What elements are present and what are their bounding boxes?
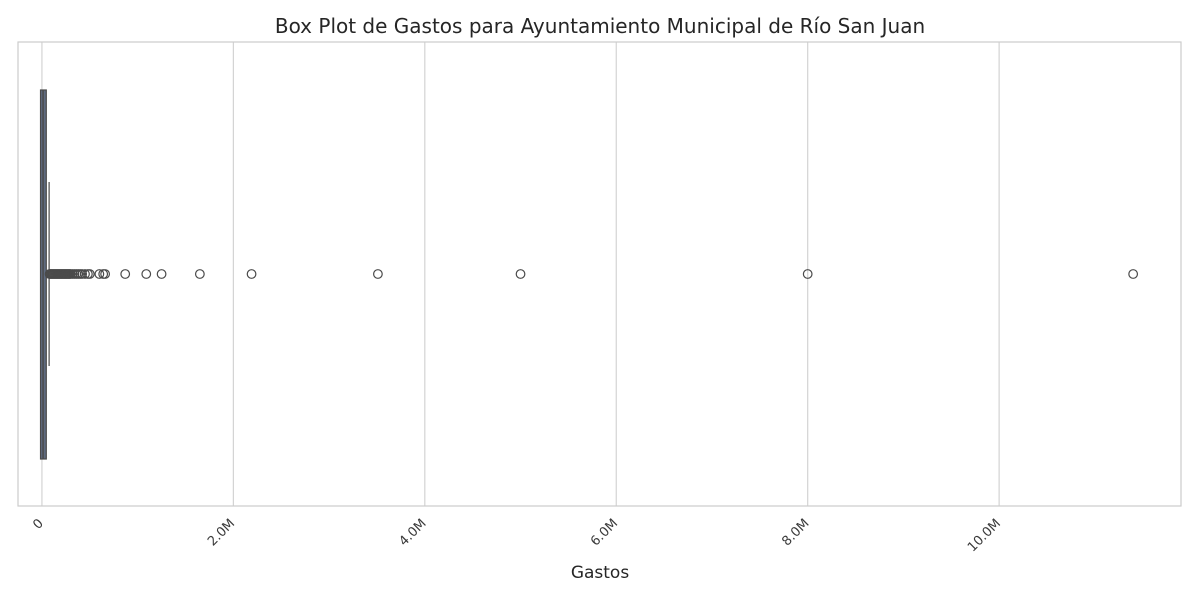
outlier-point (77, 269, 88, 279)
outlier-point (100, 269, 111, 279)
x-tick-label: 0 (30, 516, 46, 532)
outlier-point (94, 269, 105, 279)
x-tick-label: 4.0M (396, 516, 429, 549)
outlier-point (1128, 269, 1139, 279)
outlier-point (80, 269, 90, 279)
box-group (39, 89, 50, 460)
outlier-point (84, 269, 95, 279)
outlier-points (44, 269, 1139, 279)
outlier-point (194, 269, 205, 279)
x-tick-label: 6.0M (588, 516, 621, 549)
x-axis-label: Gastos (571, 563, 630, 583)
x-tick-label: 10.0M (965, 516, 1004, 555)
outlier-point (246, 269, 257, 279)
outlier-point (120, 269, 131, 279)
outlier-point (373, 269, 383, 279)
plot-frame (17, 41, 1182, 507)
outlier-point (141, 269, 152, 279)
outlier-point (802, 269, 813, 279)
x-tick-labels: 0 2.0M 4.0M 6.0M 8.0M 10.0M (30, 516, 1004, 555)
x-tick-label: 2.0M (205, 516, 238, 549)
x-tick-label: 8.0M (779, 516, 812, 549)
outlier-point (156, 269, 167, 279)
grid-lines (41, 42, 1000, 506)
chart-title: Box Plot de Gastos para Ayuntamiento Mun… (275, 14, 925, 38)
outlier-point (515, 269, 526, 279)
